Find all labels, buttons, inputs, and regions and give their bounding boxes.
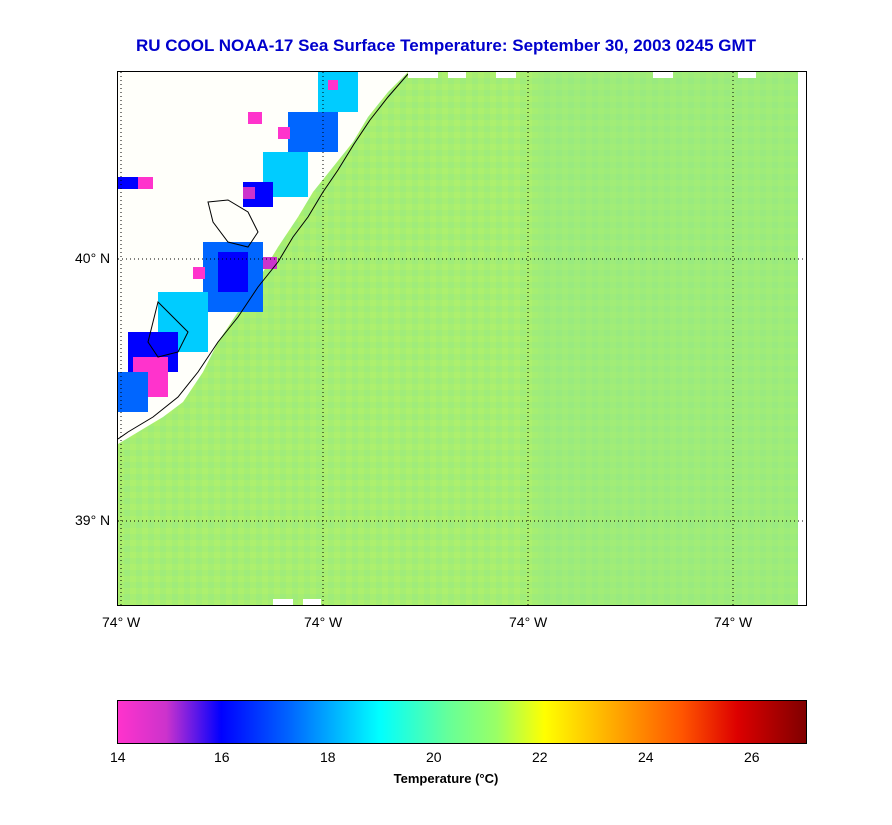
coastline — [118, 73, 409, 440]
colorbar-tick-26: 26 — [744, 749, 760, 765]
lon-label-2: 74° W — [304, 614, 343, 630]
lon-label-1: 74° W — [102, 614, 141, 630]
colorbar-tick-24: 24 — [638, 749, 654, 765]
lon-label-3: 74° W — [509, 614, 548, 630]
no-data-gap — [496, 72, 516, 78]
inlet-outline — [147, 301, 189, 358]
lat-label-39: 39° N — [75, 512, 111, 528]
sst-map-svg — [118, 72, 806, 605]
bay-outline — [207, 199, 259, 248]
no-data-gap — [448, 72, 466, 78]
no-data-gap — [408, 72, 438, 78]
colorbar-tick-22: 22 — [532, 749, 548, 765]
colorbar — [117, 700, 807, 744]
sst-map — [117, 71, 807, 606]
colorbar-tick-16: 16 — [214, 749, 230, 765]
coastal-pixels — [118, 72, 358, 412]
lon-label-4: 74° W — [714, 614, 753, 630]
no-data-gap — [273, 599, 293, 605]
no-data-edge — [798, 72, 806, 605]
colorbar-label: Temperature (°C) — [393, 771, 499, 786]
ocean-east-tint — [538, 72, 806, 605]
lat-label-40: 40° N — [75, 250, 111, 266]
colorbar-tick-18: 18 — [320, 749, 336, 765]
no-data-gap — [653, 72, 673, 78]
no-data-gap — [738, 72, 756, 78]
no-data-gap — [303, 599, 321, 605]
colorbar-tick-20: 20 — [426, 749, 442, 765]
colorbar-tick-14: 14 — [110, 749, 126, 765]
map-title: RU COOL NOAA-17 Sea Surface Temperature:… — [135, 36, 757, 55]
